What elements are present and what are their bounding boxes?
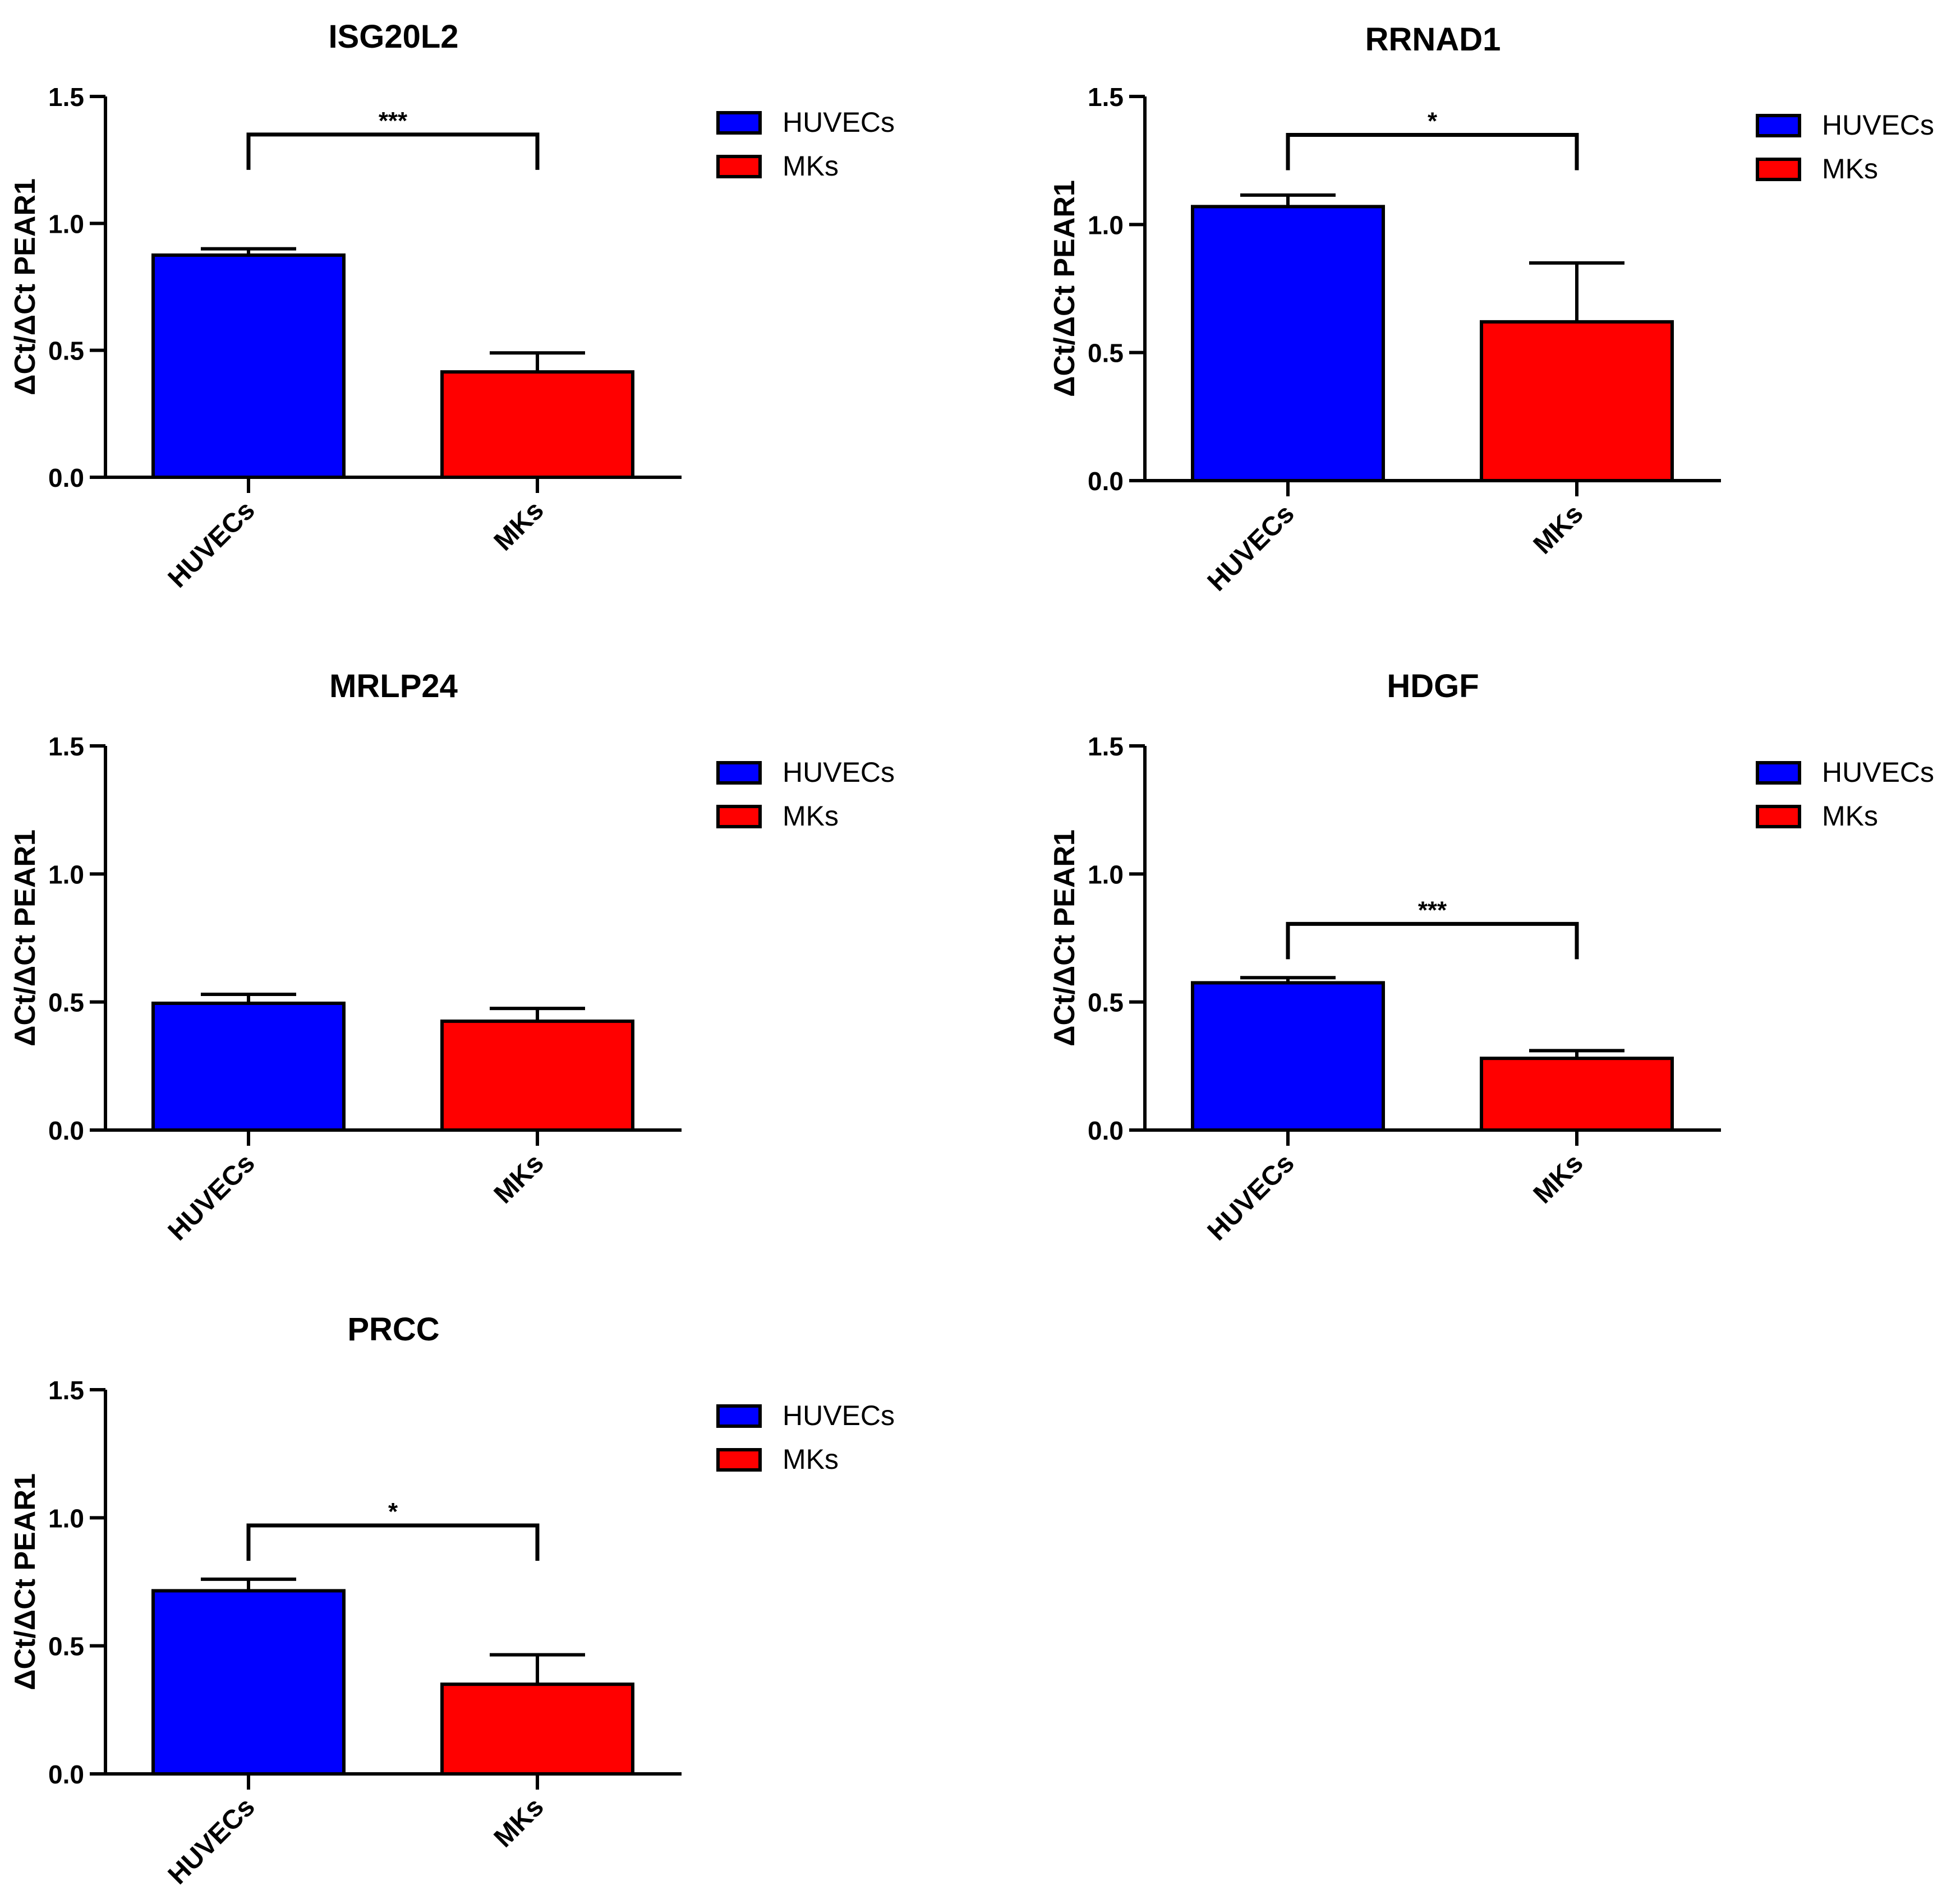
x-tick-label-huvecs: HUVECs xyxy=(163,1148,261,1246)
y-tick-label: 1.5 xyxy=(1088,732,1124,761)
legend-item-mks: MKs xyxy=(716,800,839,832)
bar-mks xyxy=(440,370,634,479)
chart-panel-hdgf: HDGF ΔCt/ΔCt PEAR1 0.0 0.5 1.0 1.5 HUVECs MKs **… xyxy=(1048,668,1934,1246)
legend-item-huvecs: HUVECs xyxy=(716,1400,895,1431)
x-tick-label-mks: MKs xyxy=(1528,499,1589,560)
chart-panel-mrlp24: MRLP24 ΔCt/ΔCt PEAR1 0.0 0.5 1.0 1.5 HUVECs MKs… xyxy=(9,668,895,1246)
legend-label: MKs xyxy=(783,150,839,182)
chart-title: MRLP24 xyxy=(329,668,458,704)
y-axis-label: ΔCt/ΔCt PEAR1 xyxy=(9,1473,42,1690)
legend-item-huvecs: HUVECs xyxy=(716,757,895,788)
y-tick-label: 0.5 xyxy=(1088,988,1124,1017)
significance-marker: *** xyxy=(1418,896,1447,924)
y-tick-label: 1.5 xyxy=(48,1376,84,1405)
legend-swatch xyxy=(716,155,762,178)
x-tick-label-mks: MKs xyxy=(1528,1148,1589,1209)
legend-swatch xyxy=(1756,805,1801,828)
y-tick-label: 1.0 xyxy=(1088,860,1124,889)
chart-panel-prcc: PRCC ΔCt/ΔCt PEAR1 0.0 0.5 1.0 1.5 HUVECs MKs * H… xyxy=(9,1311,895,1890)
bar-huvecs xyxy=(151,253,346,479)
bar-huvecs xyxy=(151,1589,346,1776)
significance-bracket xyxy=(246,132,540,170)
legend-swatch xyxy=(716,1404,762,1428)
significance-marker: *** xyxy=(379,107,408,135)
y-axis-label: ΔCt/ΔCt PEAR1 xyxy=(9,829,42,1046)
chart-panel-rrnad1: RRNAD1 ΔCt/ΔCt PEAR1 0.0 0.5 1.0 1.5 HUVECs MKs… xyxy=(1048,21,1934,597)
y-tick-label: 0.5 xyxy=(1088,339,1124,368)
legend-swatch xyxy=(1756,114,1801,137)
chart-title: PRCC xyxy=(347,1311,439,1348)
legend-swatch xyxy=(716,761,762,785)
legend-label: HUVECs xyxy=(783,1400,895,1431)
legend-swatch xyxy=(716,1448,762,1472)
bar-huvecs xyxy=(1191,205,1385,482)
y-tick-label: 0.0 xyxy=(48,1116,84,1145)
significance-marker: * xyxy=(1428,108,1438,135)
significance-bracket xyxy=(246,1523,540,1561)
legend-item-mks: MKs xyxy=(716,150,839,182)
significance-bracket xyxy=(1286,921,1579,960)
legend-label: MKs xyxy=(1822,153,1878,185)
legend-item-mks: MKs xyxy=(1756,153,1878,185)
bar-huvecs xyxy=(151,1001,346,1132)
y-tick-label: 1.0 xyxy=(1088,210,1124,239)
legend-item-mks: MKs xyxy=(1756,800,1878,832)
y-tick-label: 1.5 xyxy=(48,732,84,761)
legend-swatch xyxy=(1756,158,1801,181)
y-tick-label: 1.0 xyxy=(48,1504,84,1533)
legend-item-huvecs: HUVECs xyxy=(716,107,895,138)
chart-title: ISG20L2 xyxy=(328,19,458,55)
significance-bracket xyxy=(1286,133,1579,170)
x-tick-label-mks: MKs xyxy=(489,1792,550,1853)
x-tick-label-mks: MKs xyxy=(489,495,550,556)
legend-label: MKs xyxy=(783,1444,839,1475)
legend-label: MKs xyxy=(783,800,839,832)
legend-label: HUVECs xyxy=(783,757,895,788)
y-axis-label: ΔCt/ΔCt PEAR1 xyxy=(1048,829,1081,1046)
x-tick-label-huvecs: HUVECs xyxy=(163,1792,261,1890)
legend-swatch xyxy=(716,111,762,135)
significance-marker: * xyxy=(388,1498,398,1525)
legend-item-huvecs: HUVECs xyxy=(1756,109,1934,141)
bar-mks xyxy=(1480,1057,1674,1132)
x-tick-label-huvecs: HUVECs xyxy=(1202,1148,1300,1246)
legend-item-mks: MKs xyxy=(716,1444,839,1475)
y-tick-label: 0.0 xyxy=(1088,467,1124,496)
chart-panel-isg20l2: ISG20L2 ΔCt/ΔCt PEAR1 0.0 0.5 1.0 1.5 HUVECs MK… xyxy=(9,19,895,593)
legend-swatch xyxy=(1756,761,1801,785)
chart-title: HDGF xyxy=(1387,668,1479,704)
y-axis-label: ΔCt/ΔCt PEAR1 xyxy=(9,178,42,395)
y-tick-label: 0.5 xyxy=(48,988,84,1017)
legend-label: HUVECs xyxy=(1822,757,1934,788)
y-tick-label: 0.0 xyxy=(48,1760,84,1789)
legend-label: HUVECs xyxy=(783,107,895,138)
y-tick-label: 1.5 xyxy=(1088,82,1124,112)
chart-title: RRNAD1 xyxy=(1365,21,1501,58)
x-tick-label-huvecs: HUVECs xyxy=(163,495,261,593)
y-tick-label: 1.0 xyxy=(48,209,84,238)
y-tick-label: 0.0 xyxy=(48,463,84,492)
y-tick-label: 1.5 xyxy=(48,82,84,112)
x-tick-label-mks: MKs xyxy=(489,1148,550,1209)
legend-label: HUVECs xyxy=(1822,109,1934,141)
bar-mks xyxy=(440,1682,634,1776)
legend-label: MKs xyxy=(1822,800,1878,832)
legend-item-huvecs: HUVECs xyxy=(1756,757,1934,788)
y-tick-label: 0.5 xyxy=(48,336,84,366)
y-tick-label: 1.0 xyxy=(48,860,84,889)
y-tick-label: 0.0 xyxy=(1088,1116,1124,1145)
y-axis-label: ΔCt/ΔCt PEAR1 xyxy=(1048,180,1081,397)
x-tick-label-huvecs: HUVECs xyxy=(1202,499,1300,597)
bar-mks xyxy=(1480,320,1674,482)
bar-huvecs xyxy=(1191,981,1385,1132)
legend-swatch xyxy=(716,805,762,828)
y-tick-label: 0.5 xyxy=(48,1632,84,1661)
bar-mks xyxy=(440,1019,634,1132)
